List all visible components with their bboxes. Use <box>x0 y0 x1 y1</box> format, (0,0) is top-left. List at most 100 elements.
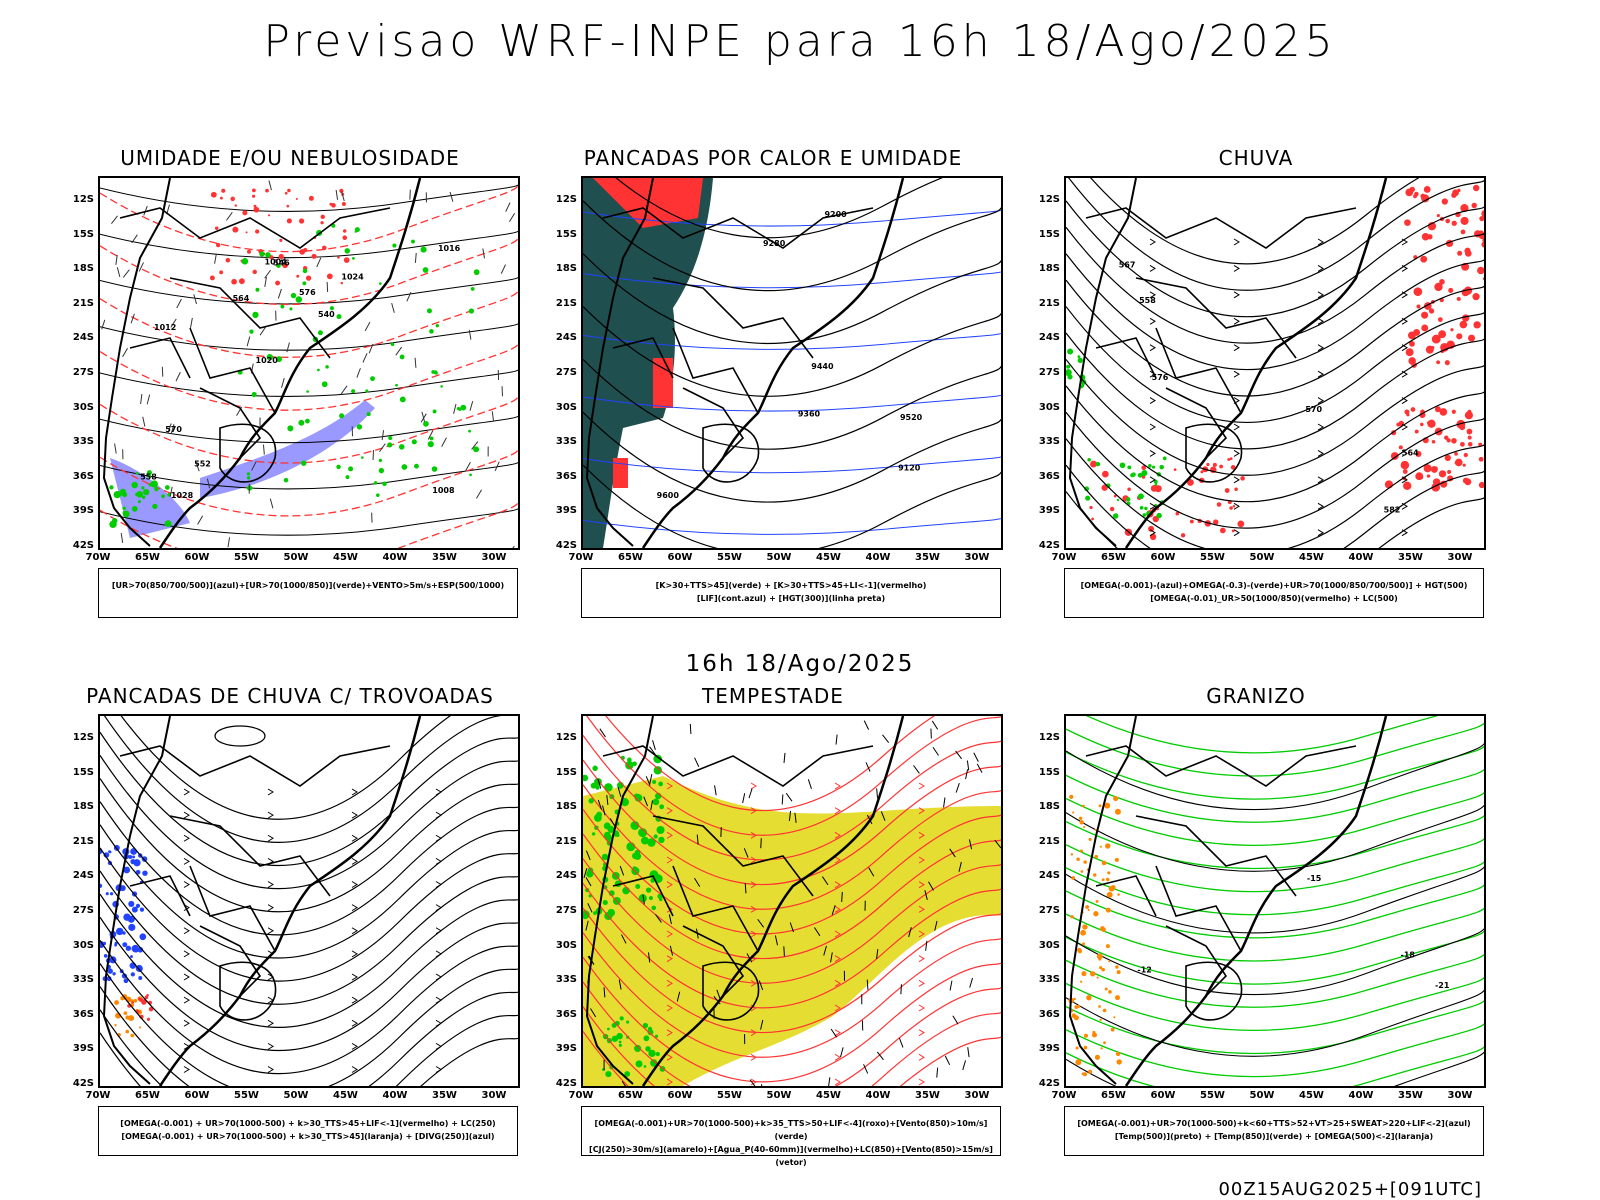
panel-title: PANCADAS DE CHUVA C/ TROVOADAS <box>86 684 494 708</box>
contour-label: 546 <box>273 259 290 268</box>
lat-tick-label: 21S <box>72 835 94 847</box>
lon-tick-label: 35W <box>432 552 457 563</box>
lon-tick-label: 35W <box>915 1090 940 1101</box>
contour-label: 9440 <box>811 362 834 371</box>
panel-title: TEMPESTADE <box>702 684 844 708</box>
lat-tick-label: 15S <box>1038 766 1060 778</box>
lat-tick-label: 15S <box>555 766 577 778</box>
lat-tick-label: 27S <box>555 367 577 378</box>
lat-tick-label: 12S <box>72 194 94 205</box>
contour-label: 576 <box>1152 373 1169 382</box>
lon-tick-label: 45W <box>816 1090 841 1101</box>
legend-line: [LIF](cont.azul) + [HGT(300)](linha pret… <box>696 594 886 603</box>
legend-line: [UR>70(850/700/500)](azul)+[UR>70(1000/8… <box>111 581 505 590</box>
lon-tick-label: 30W <box>964 1090 990 1101</box>
lon-tick-label: 55W <box>234 1090 259 1101</box>
lon-tick-label: 70W <box>568 1090 594 1101</box>
legend-line: [CJ(250)>30m/s](amarelo)+[Agua_P(40-60mm… <box>589 1145 993 1167</box>
lon-tick-label: 35W <box>432 1090 457 1101</box>
contour-label: 9200 <box>824 210 847 219</box>
contour-label: 570 <box>1305 405 1322 414</box>
map-svg <box>583 716 1001 1086</box>
lat-tick-label: 42S <box>555 1078 577 1089</box>
lat-tick-label: 15S <box>555 228 577 240</box>
contour-label: 564 <box>1402 449 1419 458</box>
lat-tick-label: 33S <box>72 436 94 448</box>
lon-tick-label: 60W <box>667 552 693 563</box>
contour-label: 564 <box>233 294 250 303</box>
lat-tick-label: 30S <box>555 939 577 951</box>
run-info: 00Z15AUG2025+[091UTC] <box>1218 1179 1482 1200</box>
lat-tick-label: 24S <box>72 332 94 344</box>
map-plot: 1008 1012 1016 1020 1024 1028 1004 576 570 564 558… <box>98 176 520 550</box>
lat-tick-label: 21S <box>555 835 577 847</box>
contour-label: 582 <box>1384 505 1401 514</box>
lon-tick-label: 60W <box>667 1090 693 1101</box>
lon-tick-label: 35W <box>1398 552 1423 563</box>
panel-legend: [UR>70(850/700/500)](azul)+[UR>70(1000/8… <box>98 568 518 618</box>
panel-title: GRANIZO <box>1206 684 1306 708</box>
panel-pancadas-calor: PANCADAS POR CALOR E UMIDADE 9600 9520 9440… <box>533 146 1013 626</box>
lat-tick-label: 30S <box>1038 401 1060 413</box>
lat-tick-label: 15S <box>72 766 94 778</box>
lon-tick-label: 65W <box>135 1090 160 1101</box>
lon-tick-label: 50W <box>766 1090 792 1101</box>
map-plot: -12 -15 -18 -21 <box>1064 714 1486 1088</box>
lat-tick-label: 36S <box>1038 1008 1060 1020</box>
contour-label: 1020 <box>256 356 279 365</box>
lat-tick-label: 33S <box>555 974 577 986</box>
panel-title: CHUVA <box>1218 146 1294 170</box>
lon-tick-label: 55W <box>1200 1090 1225 1101</box>
lon-tick-label: 40W <box>382 552 408 563</box>
lat-tick-label: 12S <box>1038 194 1060 205</box>
lat-tick-label: 36S <box>555 1008 577 1020</box>
lat-tick-label: 12S <box>555 194 577 205</box>
lat-tick-label: 21S <box>1038 297 1060 309</box>
lat-tick-label: 24S <box>1038 870 1060 882</box>
contour-label: 567 <box>1119 260 1136 269</box>
lat-tick-label: 18S <box>555 801 577 813</box>
panel-chuva: CHUVA 582 576 570 567 564 558 12S 15S 18S 21S 24S 27… <box>1016 146 1496 626</box>
map-svg: 582 576 570 567 564 558 <box>1066 178 1484 548</box>
lon-tick-label: 35W <box>1398 1090 1423 1101</box>
lon-tick-label: 50W <box>1249 552 1275 563</box>
lat-tick-label: 39S <box>555 1043 577 1055</box>
panel-legend: [OMEGA(-0.001)-(azul)+OMEGA(-0.3)-(verde… <box>1064 568 1484 618</box>
lat-tick-label: 21S <box>555 297 577 309</box>
lon-tick-label: 50W <box>766 552 792 563</box>
lon-tick-label: 50W <box>283 1090 309 1101</box>
lat-tick-label: 30S <box>1038 939 1060 951</box>
panel-granizo: GRANIZO -12 -15 -18 -21 12S 15S 18S 21S 24S 27S 30S… <box>1016 684 1496 1164</box>
lon-tick-label: 30W <box>964 552 990 563</box>
lat-tick-label: 36S <box>72 1008 94 1020</box>
contour-label: -15 <box>1307 874 1322 883</box>
time-subtitle: 16h 18/Ago/2025 <box>685 651 915 677</box>
lat-tick-label: 39S <box>555 505 577 517</box>
legend-line: [OMEGA(-0.001)+UR>70(1000-500)+k>35_TTS>… <box>594 1119 988 1141</box>
lat-tick-label: 33S <box>1038 436 1060 448</box>
legend-line: [OMEGA(-0.01)_UR>50(1000/850)(vermelho) … <box>1150 594 1398 603</box>
lat-tick-label: 42S <box>72 1078 94 1089</box>
contour-label: -18 <box>1401 951 1416 960</box>
legend-line: [OMEGA(-0.001) + UR>70(1000-500) + k>30_… <box>121 1132 495 1141</box>
contour-label: 540 <box>318 310 335 319</box>
lon-tick-label: 60W <box>1150 552 1176 563</box>
lat-tick-label: 15S <box>72 228 94 240</box>
map-svg: 1008 1012 1016 1020 1024 1028 1004 576 570 564 558… <box>100 178 518 548</box>
contour-label: 1028 <box>171 491 194 500</box>
lon-tick-label: 40W <box>865 552 891 563</box>
contour-label: 9520 <box>900 413 923 422</box>
contour-label: 9360 <box>798 410 821 419</box>
lon-tick-label: 55W <box>1200 552 1225 563</box>
lat-tick-label: 36S <box>1038 470 1060 482</box>
contour-label: 1004 <box>265 258 288 267</box>
legend-line: [OMEGA(-0.001) + UR>70(1000-500) + k>30_… <box>120 1119 496 1128</box>
lat-tick-label: 30S <box>72 401 94 413</box>
lon-tick-label: 60W <box>184 1090 210 1101</box>
lat-tick-label: 24S <box>555 332 577 344</box>
lon-tick-label: 65W <box>1101 1090 1126 1101</box>
lon-tick-label: 55W <box>717 552 742 563</box>
lon-tick-label: 55W <box>234 552 259 563</box>
lat-tick-label: 24S <box>555 870 577 882</box>
lon-tick-label: 50W <box>1249 1090 1275 1101</box>
